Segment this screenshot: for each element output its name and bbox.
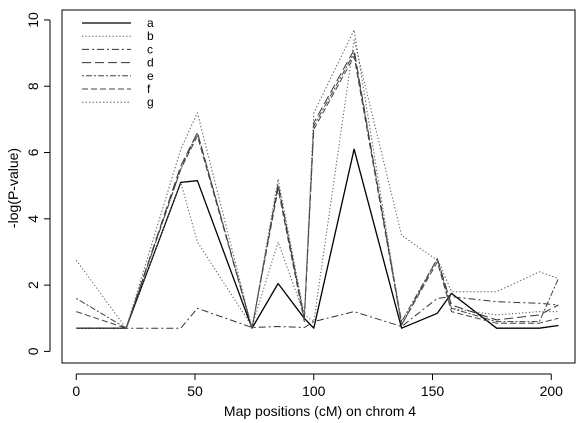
legend-label-a: a xyxy=(147,16,154,30)
x-tick-label: 200 xyxy=(540,383,564,399)
y-tick-label: 6 xyxy=(25,148,41,156)
series-line-g xyxy=(76,29,559,329)
y-tick-label: 2 xyxy=(25,281,41,289)
series-line-e xyxy=(76,52,559,329)
x-tick-label: 0 xyxy=(72,383,80,399)
legend-label-f: f xyxy=(147,82,151,96)
plot-frame xyxy=(61,9,576,364)
series-line-c xyxy=(76,296,559,329)
y-axis-label: -log(P-value) xyxy=(5,148,21,228)
legend-label-g: g xyxy=(147,95,154,109)
legend-label-e: e xyxy=(147,69,154,83)
y-tick-label: 8 xyxy=(25,82,41,90)
x-tick-label: 100 xyxy=(302,383,326,399)
legend-label-d: d xyxy=(147,56,154,70)
y-tick-label: 10 xyxy=(25,12,41,28)
legend-label-c: c xyxy=(147,42,153,56)
x-tick-label: 150 xyxy=(421,383,445,399)
series-line-a xyxy=(76,148,559,329)
y-tick-label: 4 xyxy=(25,215,41,223)
x-tick-label: 50 xyxy=(187,383,203,399)
legend-label-b: b xyxy=(147,29,154,43)
y-tick-label: 0 xyxy=(25,347,41,355)
x-axis-label: Map positions (cM) on chrom 4 xyxy=(224,403,416,419)
